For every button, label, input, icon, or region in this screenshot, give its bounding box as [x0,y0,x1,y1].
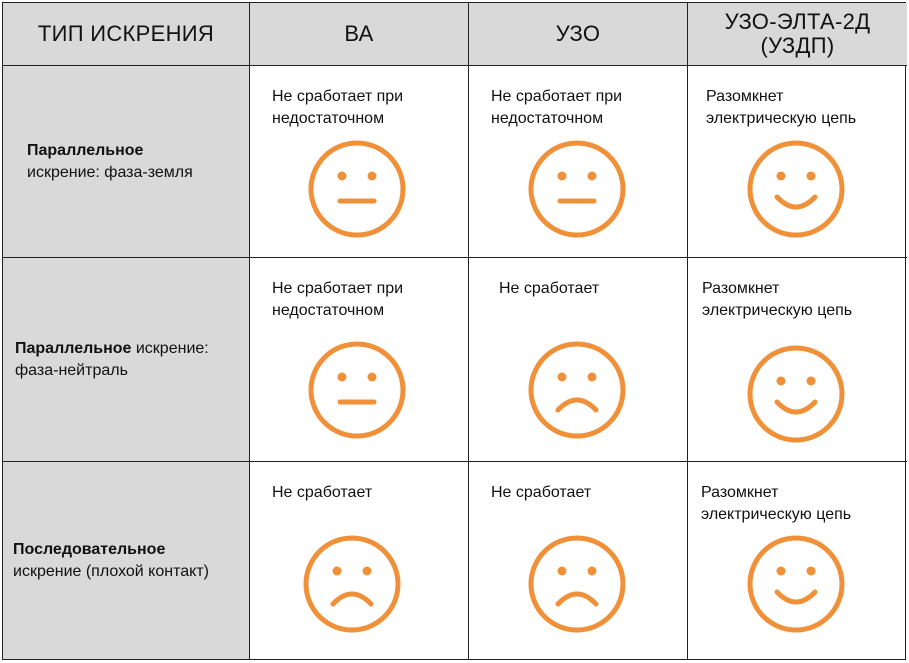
row-type-rest: искрение (плохой контакт) [13,562,209,580]
row-type-bold: Параллельное [27,141,144,159]
row-type-bold: Последовательное [13,540,166,558]
header-type-label: ТИП ИСКРЕНИЯ [37,21,215,46]
cell-message: Разомкнет электрическую цепь [702,280,853,319]
cell-uzo-row2: Не сработает [469,258,688,462]
cell-uzo-row1: Не сработает при недостаточном [469,66,688,258]
header-uzdp-label-line2: (УЗДП) [760,33,835,58]
cell-message: Не сработает [491,484,592,501]
smiling-face-icon [746,139,846,239]
cell-uzdp-row1: Разомкнет электрическую цепь [688,66,907,258]
cell-message: Не сработает при недостаточном [272,88,404,127]
header-uzo-label: УЗО [555,21,601,46]
cell-message: Не сработает [272,484,373,501]
neutral-face-icon [527,139,627,239]
row-type-phase-ground: Параллельное искрение: фаза-земля [3,66,250,258]
cell-message: Не сработает при недостаточном [272,280,404,319]
cell-message: Разомкнет электрическую цепь [706,88,857,127]
neutral-face-icon [307,340,407,440]
sad-face-icon [302,534,402,634]
cell-message: Не сработает [499,280,600,297]
row-type-series: Последовательное искрение (плохой контак… [3,462,250,659]
header-va-label: ВА [344,21,374,46]
row-type-rest: искрение: фаза-нейтраль [15,339,209,379]
smiling-face-icon [746,344,846,444]
cell-uzdp-row3: Разомкнет электрическую цепь [688,462,907,659]
cell-message: Разомкнет электрическую цепь [701,484,852,523]
cell-message: Не сработает при недостаточном [491,88,623,127]
header-uzo: УЗО [469,3,688,66]
cell-va-row1: Не сработает при недостаточном [250,66,469,258]
header-va: ВА [250,3,469,66]
sad-face-icon [527,340,627,440]
row-type-phase-neutral: Параллельное искрение: фаза-нейтраль [3,258,250,462]
neutral-face-icon [307,139,407,239]
row-type-rest: искрение: фаза-земля [27,163,193,181]
cell-uzo-row3: Не сработает [469,462,688,659]
sad-face-icon [527,534,627,634]
row-type-bold: Параллельное [15,339,132,357]
header-uzdp-label-line1: УЗО-ЭЛТА-2Д [724,9,871,34]
cell-uzdp-row2: Разомкнет электрическую цепь [688,258,907,462]
header-uzdp: УЗО-ЭЛТА-2Д (УЗДП) [688,3,907,66]
cell-va-row3: Не сработает [250,462,469,659]
cell-va-row2: Не сработает при недостаточном [250,258,469,462]
header-type: ТИП ИСКРЕНИЯ [3,3,250,66]
smiling-face-icon [746,534,846,634]
